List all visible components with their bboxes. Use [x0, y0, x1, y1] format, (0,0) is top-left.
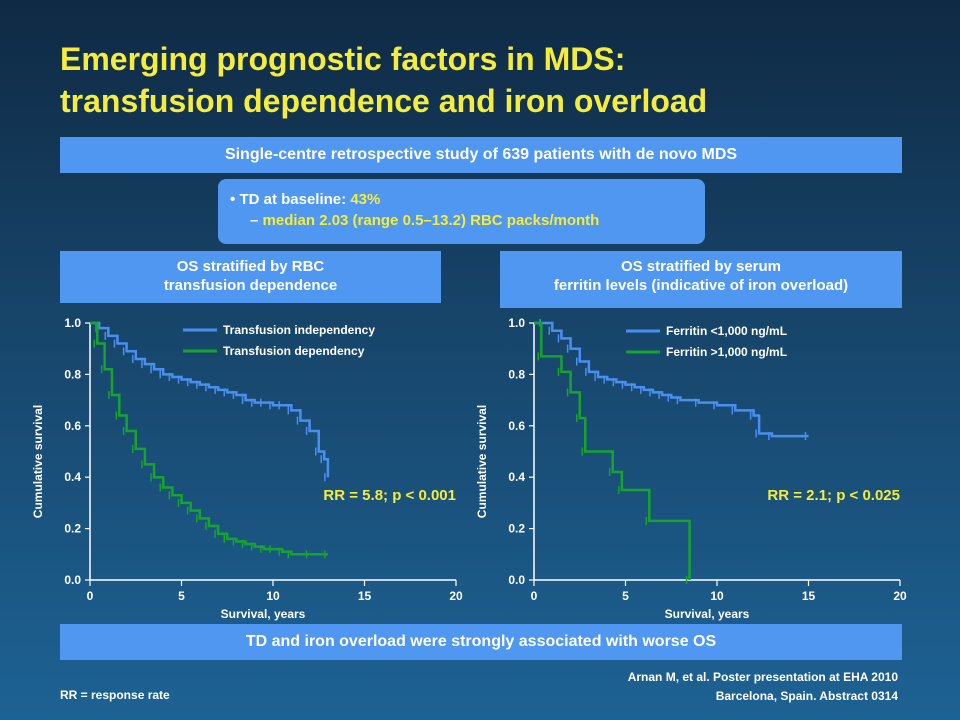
left-y-tick-label: 0.8	[64, 367, 81, 381]
bullet-glyph: •	[230, 191, 236, 208]
left-y-axis-label: Cumulative survival	[31, 405, 45, 518]
right-x-tick-label: 15	[802, 589, 816, 603]
reference-line1: Arnan M, et al. Poster presentation at E…	[627, 670, 898, 684]
td-detail: median 2.03 (range 0.5–13.2) RBC packs/m…	[262, 212, 600, 229]
left-y-tick-label: 1.0	[64, 316, 81, 330]
left-x-tick-label: 15	[358, 589, 372, 603]
right-x-tick-label: 5	[622, 589, 629, 603]
reference: Arnan M, et al. Poster presentation at E…	[628, 668, 898, 706]
left-y-tick-label: 0.6	[64, 419, 81, 433]
left-panel-title: OS stratified by RBC transfusion depende…	[60, 251, 441, 303]
right-y-axis-label: Cumulative survival	[475, 405, 489, 518]
right-series-a-line	[534, 321, 809, 438]
left-series-a-line	[90, 321, 330, 478]
right-x-tick-label: 20	[893, 589, 907, 603]
right-panel-title: OS stratified by serum ferritin levels (…	[500, 251, 902, 308]
right-panel-title-line2: ferritin levels (indicative of iron over…	[553, 277, 849, 294]
right-y-tick-label: 1.0	[508, 316, 525, 330]
right-x-axis-label: Survival, years	[665, 607, 750, 621]
right-legend-label: Ferritin <1,000 ng/mL	[666, 324, 787, 338]
td-baseline-box: • TD at baseline: 43% – median 2.03 (ran…	[218, 179, 705, 244]
left-y-tick-label: 0.2	[64, 522, 81, 536]
right-rr-annotation: RR = 2.1; p < 0.025	[767, 487, 900, 504]
left-y-tick-label: 0.4	[64, 470, 81, 484]
right-x-tick-label: 10	[710, 589, 724, 603]
right-y-tick-label: 0.2	[508, 522, 525, 536]
left-x-tick-label: 5	[178, 589, 185, 603]
study-banner: Single-centre retrospective study of 639…	[60, 137, 902, 173]
right-y-tick-label: 0.6	[508, 419, 525, 433]
td-label: TD at baseline:	[239, 191, 347, 208]
left-legend-label: Transfusion independency	[223, 323, 375, 337]
conclusion-banner: TD and iron overload were strongly assoc…	[60, 624, 902, 660]
left-x-tick-label: 20	[449, 589, 463, 603]
right-y-tick-label: 0.8	[508, 367, 525, 381]
right-series-b-line	[534, 321, 691, 580]
td-baseline-line: • TD at baseline: 43%	[230, 189, 693, 210]
left-x-tick-label: 10	[266, 589, 280, 603]
td-detail-line: – median 2.03 (range 0.5–13.2) RBC packs…	[230, 210, 693, 231]
left-rr-annotation: RR = 5.8; p < 0.001	[323, 487, 456, 504]
td-value: 43%	[350, 191, 381, 208]
right-y-tick-label: 0.0	[508, 573, 525, 587]
left-panel-title-line2: transfusion dependence	[163, 277, 338, 294]
dash-glyph: –	[250, 212, 259, 229]
right-y-tick-label: 0.4	[508, 470, 525, 484]
footnote-rr: RR = response rate	[60, 688, 170, 702]
slide-title-line2: transfusion dependence and iron overload	[60, 83, 708, 119]
reference-line2: Barcelona, Spain. Abstract 0314	[715, 689, 898, 703]
left-panel-title-line1: OS stratified by RBC	[176, 258, 325, 275]
right-x-tick-label: 0	[531, 589, 538, 603]
slide-title: Emerging prognostic factors in MDS: tran…	[60, 38, 920, 122]
left-y-tick-label: 0.0	[64, 573, 81, 587]
left-series-b-line	[90, 321, 328, 556]
right-panel-title-line1: OS stratified by serum	[620, 258, 782, 275]
right-legend-label: Ferritin >1,000 ng/mL	[666, 345, 787, 359]
left-x-axis-label: Survival, years	[221, 607, 306, 621]
left-legend-label: Transfusion dependency	[223, 344, 365, 358]
left-x-tick-label: 0	[87, 589, 94, 603]
slide-title-line1: Emerging prognostic factors in MDS:	[60, 41, 626, 77]
